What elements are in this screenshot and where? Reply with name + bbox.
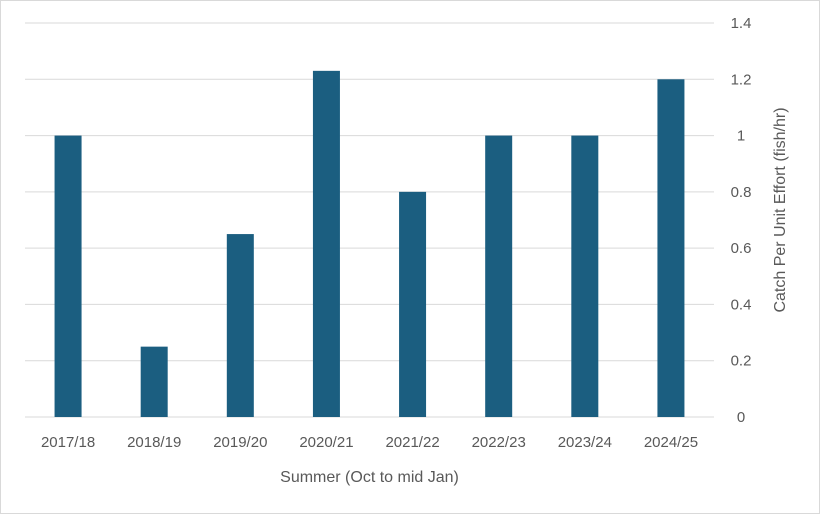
bar — [54, 135, 82, 418]
y-tick-label: 1.2 — [731, 71, 752, 88]
x-tick-labels: 2017/18 2018/19 2019/20 2020/21 2021/22 2022/… — [41, 434, 698, 451]
y-tick-label: 0.4 — [731, 296, 752, 313]
y-tick-labels: 0 0.2 0.4 0.6 0.8 1 1.2 1.4 — [731, 15, 752, 426]
x-tick-label: 2023/24 — [558, 434, 612, 451]
y-tick-label: 1 — [737, 128, 745, 145]
x-tick-label: 2017/18 — [41, 434, 95, 451]
x-axis-title: Summer (Oct to mid Jan) — [280, 469, 459, 486]
gridlines — [25, 22, 714, 418]
bar — [312, 70, 340, 417]
x-tick-label: 2024/25 — [644, 434, 698, 451]
y-tick-label: 0.6 — [731, 240, 752, 257]
y-axis-title: Catch Per Unit Effort (fish/hr) — [772, 107, 789, 312]
y-tick-label: 0.2 — [731, 353, 752, 370]
bar — [657, 79, 685, 418]
y-tick-label: 0.8 — [731, 184, 752, 201]
bar — [399, 191, 427, 417]
bar — [571, 135, 599, 418]
bar — [226, 234, 254, 417]
bars — [54, 70, 685, 418]
bar — [140, 346, 168, 417]
x-tick-label: 2018/19 — [127, 434, 181, 451]
y-tick-label: 0 — [737, 409, 745, 426]
x-tick-label: 2022/23 — [472, 434, 526, 451]
x-tick-label: 2019/20 — [213, 434, 267, 451]
bar — [485, 135, 513, 418]
y-tick-label: 1.4 — [731, 15, 752, 32]
x-tick-label: 2020/21 — [299, 434, 353, 451]
x-tick-label: 2021/22 — [385, 434, 439, 451]
